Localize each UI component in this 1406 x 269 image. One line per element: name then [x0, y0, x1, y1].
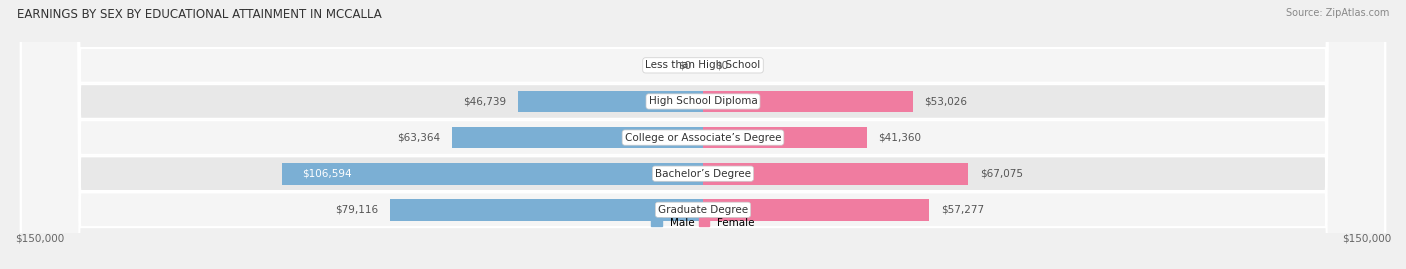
Text: $46,739: $46,739 [463, 97, 506, 107]
Bar [703, 91, 912, 112]
Text: $0: $0 [714, 60, 728, 70]
Text: High School Diploma: High School Diploma [648, 97, 758, 107]
Bar [519, 91, 703, 112]
Text: Graduate Degree: Graduate Degree [658, 205, 748, 215]
Bar [703, 127, 866, 148]
Text: $53,026: $53,026 [925, 97, 967, 107]
Text: EARNINGS BY SEX BY EDUCATIONAL ATTAINMENT IN MCCALLA: EARNINGS BY SEX BY EDUCATIONAL ATTAINMEN… [17, 8, 381, 21]
Bar [281, 163, 703, 185]
Legend: Male, Female: Male, Female [647, 214, 759, 232]
Text: College or Associate’s Degree: College or Associate’s Degree [624, 133, 782, 143]
Bar [703, 199, 929, 221]
FancyBboxPatch shape [21, 0, 1385, 269]
Text: $106,594: $106,594 [302, 169, 353, 179]
Text: $79,116: $79,116 [335, 205, 378, 215]
Text: $150,000: $150,000 [15, 233, 65, 243]
Bar [453, 127, 703, 148]
Bar [391, 199, 703, 221]
FancyBboxPatch shape [21, 0, 1385, 269]
Text: $67,075: $67,075 [980, 169, 1024, 179]
Text: $150,000: $150,000 [1341, 233, 1391, 243]
Text: $63,364: $63,364 [398, 133, 440, 143]
Text: $57,277: $57,277 [942, 205, 984, 215]
Text: $0: $0 [678, 60, 692, 70]
FancyBboxPatch shape [21, 0, 1385, 269]
Text: $41,360: $41,360 [879, 133, 921, 143]
Bar [703, 163, 969, 185]
FancyBboxPatch shape [21, 0, 1385, 269]
Text: Bachelor’s Degree: Bachelor’s Degree [655, 169, 751, 179]
FancyBboxPatch shape [21, 0, 1385, 269]
Text: Less than High School: Less than High School [645, 60, 761, 70]
Text: Source: ZipAtlas.com: Source: ZipAtlas.com [1285, 8, 1389, 18]
